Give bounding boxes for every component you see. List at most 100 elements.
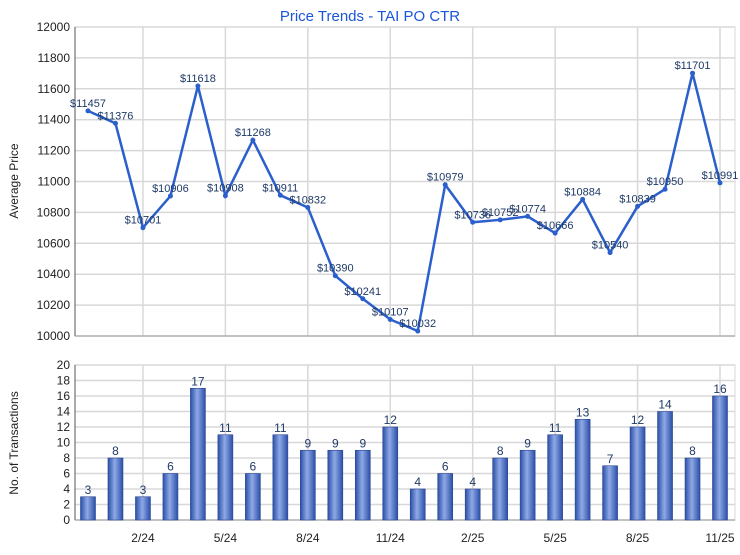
y-tick-label: 10200 [37,298,71,312]
price-point [662,186,668,192]
price-data-label: $11268 [235,127,271,139]
price-data-label: $11701 [675,60,711,72]
bar-data-label: 11 [549,421,562,435]
transaction-bar [629,426,646,521]
price-point [470,219,476,225]
price-point [497,217,503,223]
transaction-bar [327,449,344,521]
x-tick-label: 11/25 [705,531,734,545]
bar-data-label: 11 [274,421,287,435]
price-data-label: $10241 [344,286,381,298]
price-data-label: $11376 [98,110,134,122]
price-data-label: $10950 [647,176,684,188]
y-tick-label: 16 [57,389,71,403]
price-line [87,72,722,333]
bar-data-label: 9 [304,436,311,450]
x-tick-label: 2/24 [131,531,155,545]
price-point [387,316,393,322]
bar-data-label: 17 [191,374,205,388]
price-point [690,70,696,76]
transaction-bar [245,473,261,521]
price-data-label: $10774 [509,203,546,215]
price-point [222,193,228,199]
price-data-label: $10701 [125,215,162,227]
price-data-label: $10107 [372,306,409,318]
price-data-label: $10540 [592,240,629,252]
bar-data-label: 8 [689,444,696,458]
chart-title: Price Trends - TAI PO CTR [280,8,460,25]
y-tick-label: 10 [57,436,71,450]
y-tick-label: 12 [57,420,71,434]
price-point [552,230,558,236]
x-tick-label: 5/24 [214,531,238,545]
y-tick-label: 10600 [37,236,71,250]
price-data-label: $10839 [619,193,656,205]
price-point [140,225,146,231]
y-tick-label: 14 [57,405,71,419]
transaction-bar [300,449,316,521]
bar-data-label: 6 [167,460,174,474]
y-tick-label: 11600 [38,82,71,96]
y-tick-label: 10800 [37,205,71,219]
bar-data-label: 3 [85,483,92,497]
bar-data-label: 13 [576,405,590,419]
price-data-label: $10991 [702,170,739,182]
price-data-label: $10911 [262,182,298,194]
bar-data-label: 9 [332,436,339,450]
bar-data-label: 6 [250,460,257,474]
x-tick-label: 8/24 [296,531,320,545]
price-point [635,203,641,209]
y-tick-label: 11400 [38,113,71,127]
transaction-bar [107,457,124,521]
price-point [332,273,338,279]
price-data-label: $11457 [70,98,106,110]
price-point [717,180,723,186]
x-tick-label: 5/25 [543,531,567,545]
transaction-bar [574,418,591,521]
transaction-bar [80,496,96,521]
transaction-bar [464,488,481,521]
transaction-bar [547,434,563,521]
price-data-label: $10752 [482,207,519,219]
price-data-label: $11618 [180,73,216,85]
transaction-bar [492,457,508,521]
bar-data-label: 14 [658,398,672,412]
transaction-bar [684,457,701,521]
y-tick-label: 8 [63,451,70,465]
transaction-bar [712,395,728,521]
bar-data-label: 7 [607,452,614,466]
transaction-bar [190,387,206,521]
bar-data-label: 12 [384,413,398,427]
y-tick-label: 6 [63,467,70,481]
y-tick-label: 18 [57,374,71,388]
y-tick-label: 0 [63,513,70,527]
y-tick-label: 20 [57,358,71,372]
bar-data-label: 8 [112,444,119,458]
transaction-bar [272,434,289,521]
price-point [167,193,173,199]
bar-data-label: 9 [524,436,531,450]
price-data-label: $10032 [399,318,436,330]
price-point [85,108,91,114]
bar-data-label: 3 [140,483,147,497]
y-tick-label: 11000 [38,175,71,189]
x-tick-label: 2/25 [461,531,485,545]
y-tick-label: 12000 [37,20,71,34]
y-tick-label: 10000 [37,329,71,343]
bar-data-label: 6 [442,460,449,474]
bar-data-label: 16 [713,382,727,396]
price-point [250,137,256,143]
price-data-label: $10884 [564,186,601,198]
transaction-bar [382,426,399,521]
bar-data-label: 12 [631,413,645,427]
price-data-label: $10979 [427,172,464,184]
price-data-label: $10736 [454,209,491,221]
x-tick-label: 8/25 [626,531,650,545]
bar-data-label: 4 [414,475,421,489]
y-tick-label: 11800 [38,51,71,65]
price-point [195,83,201,89]
bar-y-axis-label: No. of Transactions [7,391,21,494]
y-tick-label: 2 [63,498,70,512]
price-data-label: $10390 [317,263,354,275]
